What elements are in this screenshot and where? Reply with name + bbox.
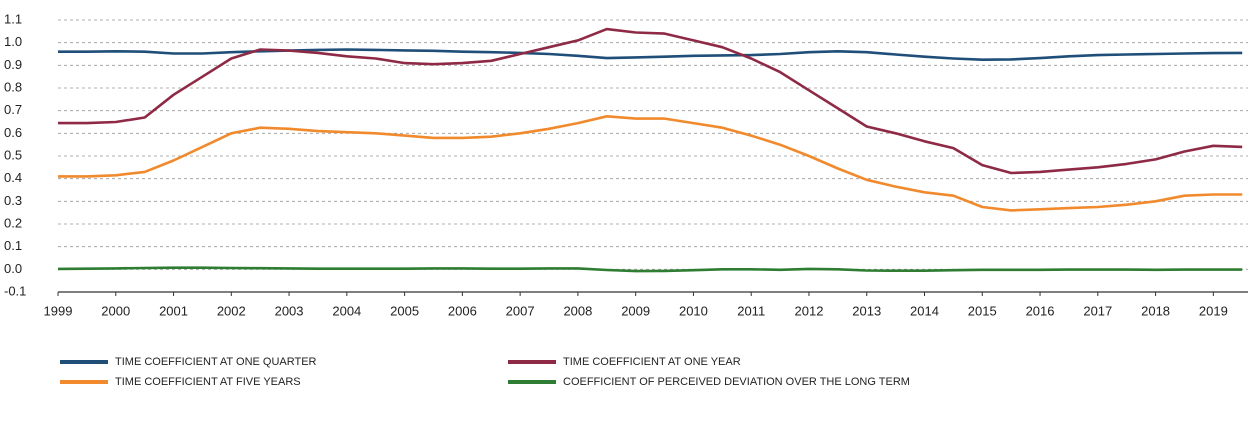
y-tick-label: 0.4	[4, 170, 22, 185]
y-tick-label: 0.2	[4, 215, 22, 230]
y-tick-label: -0.1	[4, 283, 26, 298]
series-line	[58, 115, 1243, 212]
x-tick-label: 2010	[679, 303, 708, 318]
x-tick-label: 2001	[159, 303, 188, 318]
x-tick-label: 2015	[968, 303, 997, 318]
legend-label: COEFFICIENT OF PERCEIVED DEVIATION OVER …	[563, 376, 910, 388]
x-tick-label: 2017	[1083, 303, 1112, 318]
x-tick-label: 2002	[217, 303, 246, 318]
legend-label: TIME COEFFICIENT AT ONE QUARTER	[115, 356, 317, 368]
series-line	[57, 266, 1243, 273]
y-tick-label: 0.8	[4, 79, 22, 94]
y-tick-label: 0.1	[4, 238, 22, 253]
x-tick-label: 2012	[795, 303, 824, 318]
x-tick-label: 2000	[101, 303, 130, 318]
x-tick-label: 2013	[852, 303, 881, 318]
x-tick-label: 2008	[563, 303, 592, 318]
y-tick-label: 0.9	[4, 57, 22, 72]
x-tick-label: 2004	[332, 303, 361, 318]
y-tick-label: 0.7	[4, 102, 22, 117]
x-tick-label: 2007	[506, 303, 535, 318]
x-tick-label: 2018	[1141, 303, 1170, 318]
y-tick-label: 0.6	[4, 125, 22, 140]
x-tick-label: 2009	[621, 303, 650, 318]
x-tick-label: 2011	[737, 303, 765, 318]
legend-label: TIME COEFFICIENT AT FIVE YEARS	[115, 376, 301, 388]
y-tick-label: 0.0	[4, 261, 22, 276]
x-tick-label: 2014	[910, 303, 939, 318]
legend-label: TIME COEFFICIENT AT ONE YEAR	[563, 356, 741, 368]
x-tick-label: 2019	[1199, 303, 1228, 318]
x-tick-label: 2003	[275, 303, 304, 318]
y-tick-label: 0.5	[4, 147, 22, 162]
x-tick-label: 2005	[390, 303, 419, 318]
y-tick-label: 1.0	[4, 34, 22, 49]
y-tick-label: 1.1	[4, 11, 22, 26]
x-tick-label: 2006	[448, 303, 477, 318]
series-line	[58, 27, 1243, 175]
y-tick-label: 0.3	[4, 193, 22, 208]
x-tick-label: 2016	[1026, 303, 1055, 318]
x-tick-label: 1999	[44, 303, 73, 318]
